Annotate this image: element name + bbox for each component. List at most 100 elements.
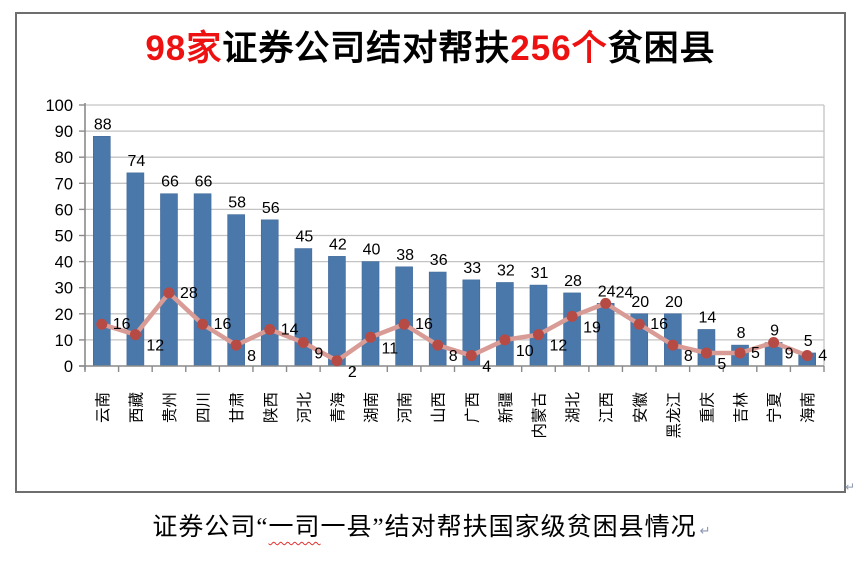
bar-value-label: 33	[463, 260, 481, 277]
bar-value-label: 20	[631, 294, 649, 311]
line-marker	[365, 331, 377, 343]
line-marker	[633, 318, 645, 330]
line-value-label: 16	[214, 316, 232, 333]
x-label-宁夏: 宁夏	[766, 392, 784, 424]
bar-湖北	[563, 292, 581, 367]
x-axis-labels: 云南 西藏 贵州 四川 甘肃 陕西 河北 青海 湖南 河南 山西 广西 新疆 内蒙古 湖北 江西 安徽 黑龙江 重庆…	[94, 392, 817, 439]
x-label-新疆: 新疆	[497, 392, 515, 423]
line-value-label: 2	[348, 364, 357, 381]
line-value-label: 5	[751, 345, 760, 362]
bar-value-label: 42	[329, 236, 347, 253]
line-series	[96, 287, 813, 367]
line-marker	[566, 310, 578, 322]
y-tick-label: 90	[55, 123, 73, 141]
line-marker	[801, 350, 813, 362]
bar-value-label: 74	[127, 153, 145, 170]
x-label-云南: 云南	[94, 392, 112, 423]
x-label-安徽: 安徽	[631, 392, 649, 424]
line-value-label: 12	[146, 338, 164, 355]
x-label-甘肃: 甘肃	[228, 392, 246, 423]
bar-value-label: 38	[396, 247, 414, 264]
y-tick-label: 50	[55, 228, 73, 246]
x-label-西藏: 西藏	[127, 392, 145, 423]
line-marker	[600, 297, 612, 309]
bar-河南	[395, 266, 413, 367]
line-value-label: 28	[180, 285, 198, 302]
line-value-label: 9	[314, 346, 323, 363]
bar-陕西	[260, 219, 279, 367]
bar-value-label: 8	[737, 325, 746, 342]
bar-云南	[92, 136, 111, 367]
line-value-label: 8	[449, 348, 458, 365]
bar-value-label: 66	[195, 174, 213, 191]
chart-title: 98家证券公司结对帮扶256个贫困县	[15, 20, 846, 71]
bar-series	[92, 136, 817, 367]
line-marker	[700, 347, 712, 359]
paragraph-mark-icon: ↵	[699, 524, 712, 539]
bar-value-label: 24	[598, 283, 616, 300]
line-value-label: 16	[650, 316, 668, 333]
line-marker	[734, 347, 746, 359]
bar-value-label: 66	[161, 174, 179, 191]
x-label-广西: 广西	[463, 392, 481, 423]
caption-text-spellcheck: 一司	[268, 514, 321, 541]
bar-value-label: 58	[228, 195, 246, 212]
line-value-label: 4	[818, 348, 827, 365]
line-value-label: 4	[482, 359, 491, 376]
line-marker	[230, 339, 242, 351]
line-marker	[532, 329, 544, 341]
line-marker	[768, 337, 780, 349]
chart-title-segment-0: 98家	[145, 29, 223, 68]
line-value-label: 8	[247, 348, 256, 365]
x-label-陕西: 陕西	[262, 392, 280, 423]
bar-value-label: 56	[262, 200, 280, 217]
y-tick-label: 70	[55, 175, 73, 193]
line-marker	[667, 339, 679, 351]
bar-value-label: 14	[699, 309, 717, 326]
x-label-贵州: 贵州	[161, 392, 179, 423]
caption-text-suffix: 一县”结对帮扶国家级贫困县情况	[320, 514, 697, 541]
x-label-四川: 四川	[196, 392, 213, 423]
chart-title-segment-1: 证券公司结对帮扶	[222, 29, 511, 68]
x-label-海南: 海南	[799, 392, 817, 423]
line-value-label: 5	[717, 356, 726, 373]
bar-青海	[328, 256, 346, 367]
bar-四川	[193, 193, 212, 367]
x-label-湖北: 湖北	[564, 392, 582, 424]
y-tick-label: 40	[55, 254, 73, 272]
frame-paragraph-mark-icon: ↵	[845, 480, 856, 494]
bar-value-label: 45	[295, 229, 313, 246]
line-value-label: 16	[415, 316, 433, 333]
y-tick-label: 80	[55, 149, 73, 167]
bar-value-label: 88	[94, 116, 112, 133]
x-label-重庆: 重庆	[698, 392, 716, 423]
line-value-label: 10	[516, 343, 534, 360]
line-marker	[331, 355, 343, 367]
x-label-吉林: 吉林	[732, 392, 750, 424]
chart-title-segment-2: 256个	[510, 29, 608, 68]
line-value-label: 11	[382, 340, 399, 357]
bar-value-label: 9	[770, 323, 779, 340]
caption-text-prefix: 证券公司“	[152, 514, 269, 541]
y-tick-label: 100	[45, 97, 73, 115]
y-tick-label: 10	[55, 332, 73, 350]
chart-frame	[15, 12, 846, 493]
bar-value-label: 36	[430, 252, 448, 269]
bar-value-label: 40	[363, 242, 381, 259]
x-label-内蒙古: 内蒙古	[530, 392, 548, 439]
y-tick-label: 60	[55, 201, 73, 219]
line-value-label: 8	[684, 348, 693, 365]
bar-value-label: 5	[804, 333, 813, 350]
chart-title-segment-3: 贫困县	[607, 29, 716, 68]
bar-value-label: 32	[497, 262, 515, 279]
x-label-河南: 河南	[396, 392, 414, 423]
x-label-山西: 山西	[430, 392, 448, 423]
y-tick-label: 0	[64, 358, 73, 376]
line-marker	[264, 323, 276, 335]
bar-新疆	[496, 282, 514, 367]
line-marker	[197, 318, 209, 330]
line-marker	[129, 329, 141, 341]
bar-value-label: 31	[531, 265, 549, 282]
